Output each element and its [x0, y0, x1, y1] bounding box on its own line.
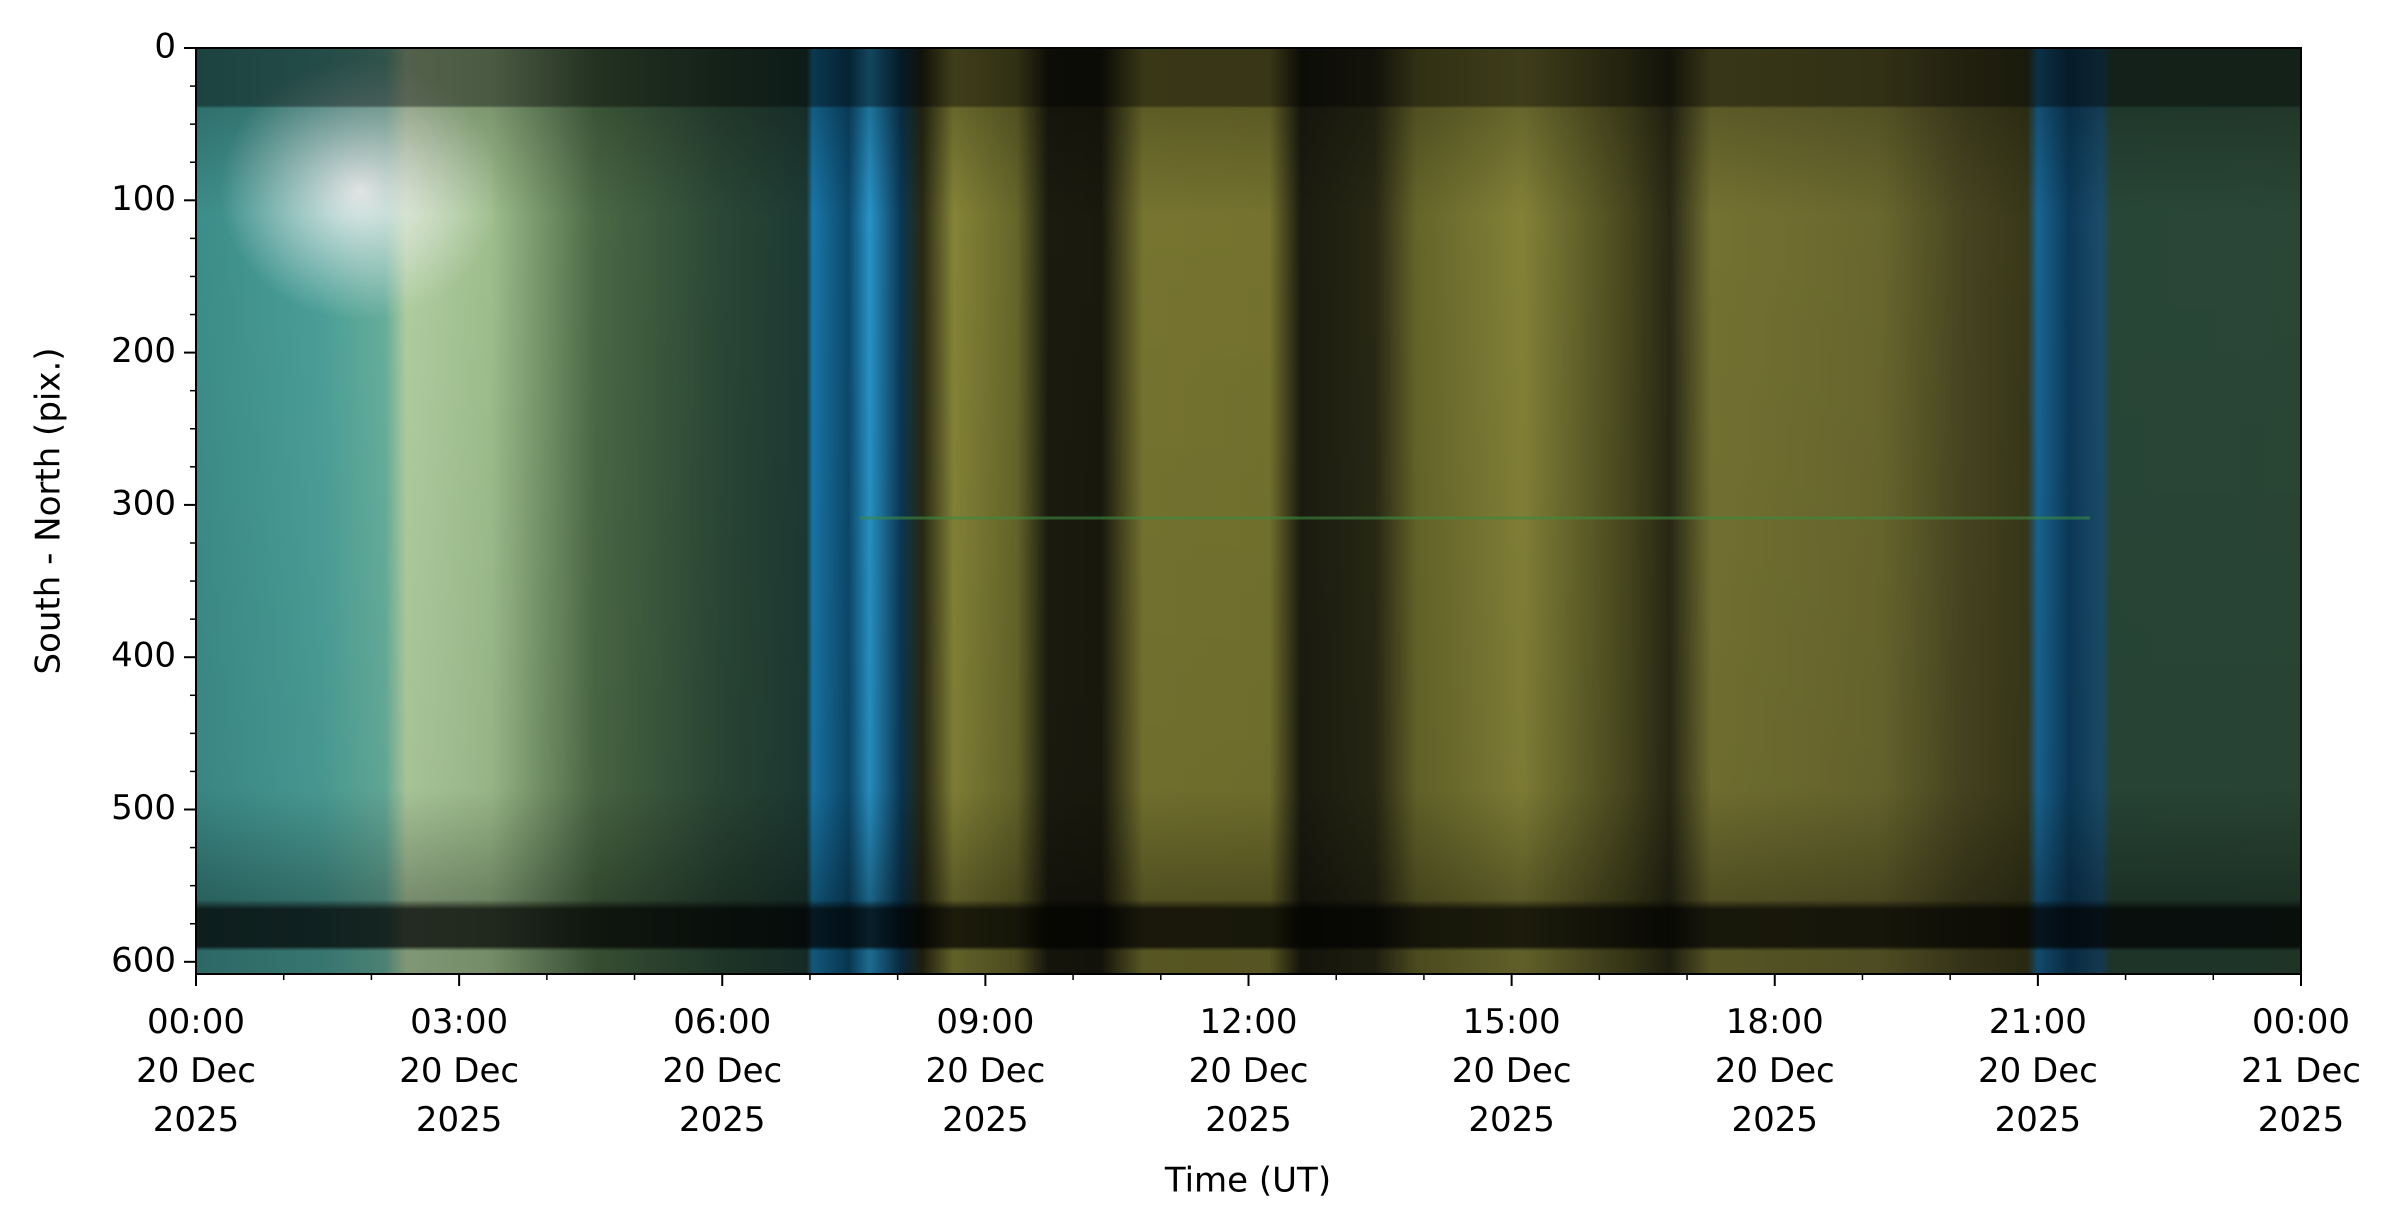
- x-tick-label: 03:00 20 Dec 2025: [399, 1002, 520, 1140]
- keogram-image: [196, 48, 2301, 974]
- x-tick-label: 21:00 20 Dec 2025: [1977, 1002, 2098, 1140]
- y-tick-label: 500: [111, 788, 176, 828]
- y-tick-label: 600: [111, 940, 176, 980]
- y-tick-label: 0: [154, 27, 176, 67]
- y-tick-label: 200: [111, 331, 176, 371]
- x-tick-label: 15:00 20 Dec 2025: [1451, 1002, 1572, 1140]
- x-tick-label: 18:00 20 Dec 2025: [1714, 1002, 1835, 1140]
- x-tick-label: 06:00 20 Dec 2025: [662, 1002, 783, 1140]
- y-tick-label: 400: [111, 636, 176, 676]
- x-tick-label: 00:00 20 Dec 2025: [136, 1002, 256, 1140]
- x-tick-label: 00:00 21 Dec 2025: [2241, 1002, 2361, 1140]
- y-tick-label: 300: [111, 483, 176, 523]
- y-tick-label: 100: [111, 179, 176, 219]
- x-axis-label: Time (UT): [1164, 1161, 1331, 1201]
- y-axis-label: South - North (pix.): [29, 347, 69, 674]
- x-tick-label: 09:00 20 Dec 2025: [925, 1002, 1046, 1140]
- x-tick-label: 12:00 20 Dec 2025: [1188, 1002, 1309, 1140]
- image-shade: [196, 48, 2301, 974]
